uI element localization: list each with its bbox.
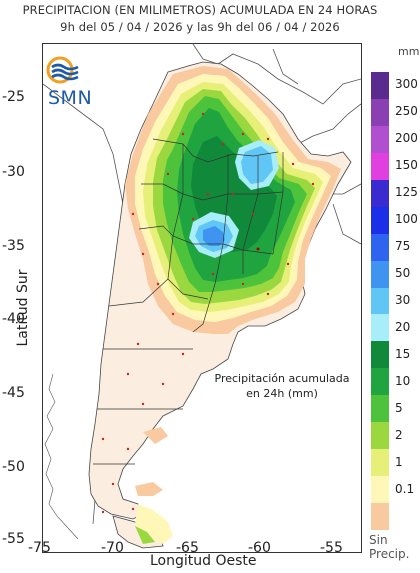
annotation-line: Precipitación acumulada xyxy=(214,372,350,385)
no-precip-line: Sin xyxy=(369,533,388,547)
smn-logo xyxy=(46,54,96,108)
precipitation-map xyxy=(42,43,362,553)
ytick-label: -25 xyxy=(2,89,25,105)
xtick-label: -55 xyxy=(320,540,343,556)
map-svg xyxy=(43,44,361,549)
legend-label: 10 xyxy=(395,373,411,388)
legend-swatch xyxy=(371,98,389,126)
no-precip-line: Precip. xyxy=(369,547,410,561)
x-axis-label: Longitud Oeste xyxy=(150,553,257,569)
legend-label: 50 xyxy=(395,266,411,281)
map-title: PRECIPITACION (EN MILIMETROS) ACUMULADA … xyxy=(22,3,378,17)
legend-swatch xyxy=(371,125,389,153)
legend-no-precip-label: Sin Precip. xyxy=(369,533,409,561)
xtick-label: -75 xyxy=(28,540,51,556)
map-annotation: Precipitación acumulada en 24h (mm) xyxy=(212,371,352,401)
chile-coast xyxy=(44,373,79,540)
legend-swatch xyxy=(371,287,389,315)
ytick-label: -30 xyxy=(2,164,25,180)
ytick-label: -35 xyxy=(2,238,25,254)
legend-swatch xyxy=(371,72,389,99)
legend-swatch xyxy=(371,395,389,423)
legend-label: 125 xyxy=(395,185,418,200)
smn-logo-icon xyxy=(46,56,79,84)
ytick-label: -55 xyxy=(2,531,25,547)
legend-label: 1 xyxy=(395,454,403,469)
legend-label: 5 xyxy=(395,400,403,415)
legend-swatch xyxy=(371,449,389,477)
legend-swatch xyxy=(371,260,389,288)
legend-unit: mm xyxy=(398,45,420,58)
legend-label: 250 xyxy=(395,104,418,119)
smn-logo-text: SMN xyxy=(48,87,93,109)
annotation-line: en 24h (mm) xyxy=(246,387,318,400)
province-borders xyxy=(93,138,284,465)
legend-label: 100 xyxy=(395,212,418,227)
legend-swatch xyxy=(371,422,389,450)
precip-50mm xyxy=(203,226,225,246)
legend-label: 75 xyxy=(395,239,411,254)
legend-label: 0.1 xyxy=(395,481,415,496)
ytick-label: -45 xyxy=(2,385,25,401)
legend-swatch xyxy=(371,152,389,180)
y-axis-label: Latitud Sur xyxy=(15,269,31,347)
ytick-label: -40 xyxy=(2,311,25,327)
legend-swatch xyxy=(371,233,389,261)
ytick-label: -50 xyxy=(2,459,25,475)
legend-colorbar xyxy=(371,72,389,530)
legend-label: 2 xyxy=(395,427,403,442)
legend-swatch xyxy=(371,368,389,396)
legend-label: 15 xyxy=(395,346,411,361)
xtick-label: -70 xyxy=(101,540,124,556)
legend-label: 30 xyxy=(395,293,411,307)
xtick-label: -60 xyxy=(248,540,271,556)
map-date-range: 9h del 05 / 04 / 2026 y las 9h del 06 / … xyxy=(60,20,340,34)
station-dots xyxy=(101,112,315,514)
legend-swatch xyxy=(371,314,389,342)
xtick-label: -65 xyxy=(176,540,199,556)
legend-swatch xyxy=(371,179,389,207)
legend-swatch xyxy=(371,341,389,369)
legend-label: 20 xyxy=(395,319,411,334)
legend-swatch xyxy=(371,503,389,530)
legend-label: 150 xyxy=(395,158,418,173)
legend-swatch xyxy=(371,476,389,504)
legend-label: 300 xyxy=(395,77,418,92)
legend-swatch xyxy=(371,206,389,234)
legend-label: 200 xyxy=(395,131,418,146)
